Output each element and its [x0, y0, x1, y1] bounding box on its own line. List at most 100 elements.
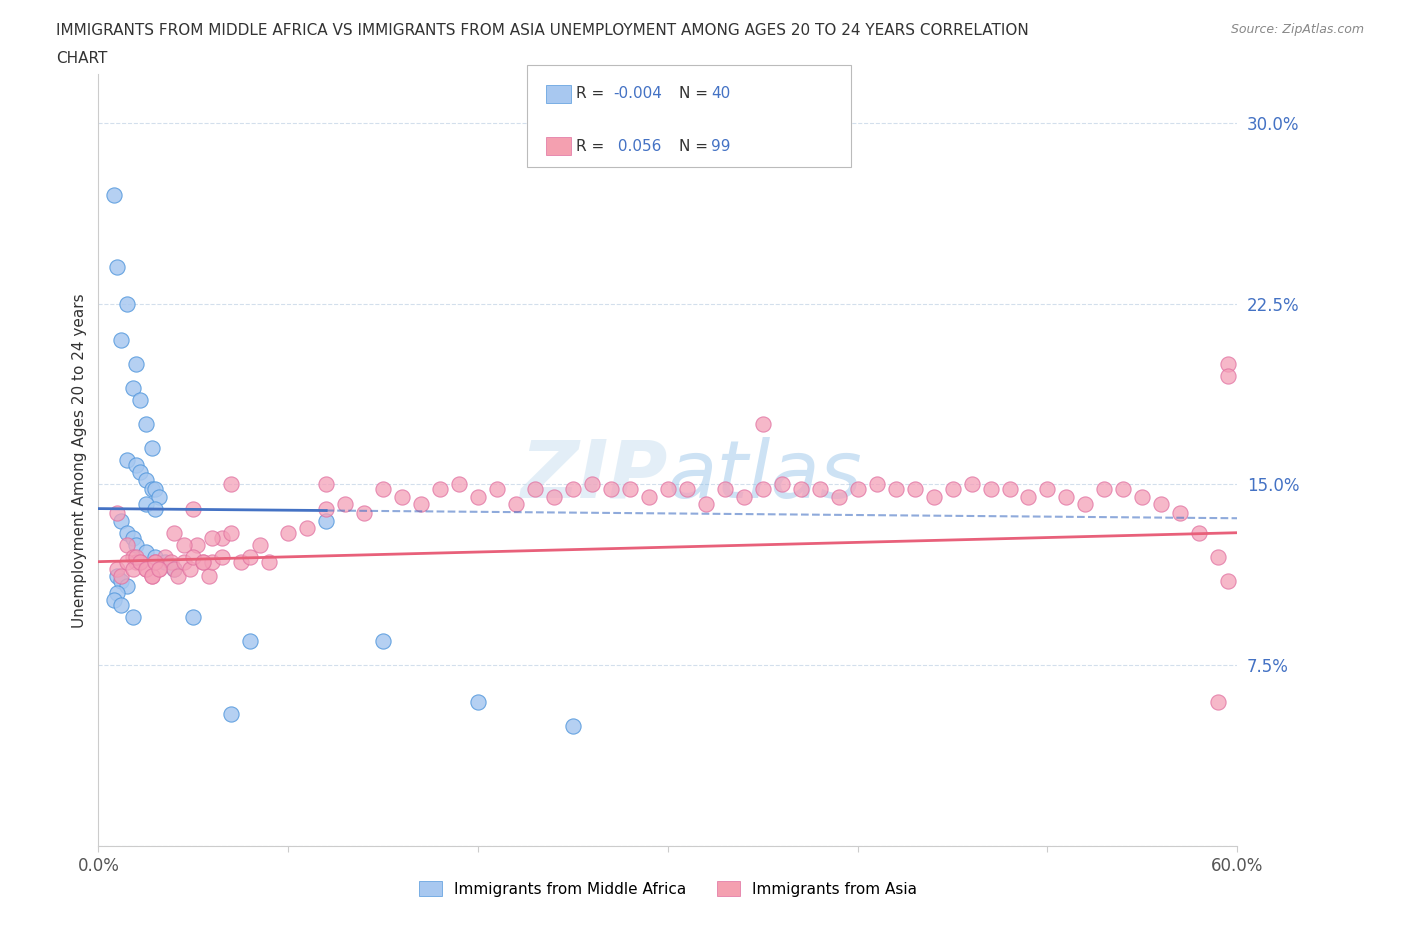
- Point: [163, 525, 186, 540]
- Text: Source: ZipAtlas.com: Source: ZipAtlas.com: [1230, 23, 1364, 36]
- Point: [249, 538, 271, 552]
- Point: [1216, 574, 1239, 589]
- Y-axis label: Unemployment Among Ages 20 to 24 years: Unemployment Among Ages 20 to 24 years: [72, 293, 87, 628]
- Text: -0.004: -0.004: [613, 86, 662, 101]
- Point: [770, 477, 793, 492]
- Text: R =: R =: [576, 86, 610, 101]
- Point: [103, 592, 125, 607]
- Point: [229, 554, 252, 569]
- Point: [135, 562, 157, 577]
- Point: [167, 568, 190, 584]
- Point: [135, 545, 157, 560]
- Point: [186, 538, 208, 552]
- Point: [201, 530, 224, 545]
- Point: [110, 574, 132, 589]
- Point: [1208, 694, 1230, 709]
- Point: [121, 380, 143, 395]
- Point: [125, 356, 148, 371]
- Point: [183, 550, 205, 565]
- Point: [315, 501, 337, 516]
- Point: [115, 525, 138, 540]
- Text: IMMIGRANTS FROM MIDDLE AFRICA VS IMMIGRANTS FROM ASIA UNEMPLOYMENT AMONG AGES 20: IMMIGRANTS FROM MIDDLE AFRICA VS IMMIGRA…: [56, 23, 1029, 38]
- Point: [1170, 506, 1192, 521]
- Point: [110, 513, 132, 528]
- Point: [135, 472, 157, 487]
- Point: [371, 482, 394, 497]
- Point: [619, 482, 641, 497]
- Point: [562, 718, 585, 733]
- Point: [353, 506, 375, 521]
- Point: [107, 586, 129, 601]
- Point: [135, 497, 157, 512]
- Point: [163, 562, 186, 577]
- Point: [115, 578, 138, 593]
- Point: [179, 562, 201, 577]
- Point: [129, 392, 152, 407]
- Point: [141, 482, 163, 497]
- Point: [411, 497, 433, 512]
- Point: [141, 568, 163, 584]
- Point: [828, 489, 851, 504]
- Point: [239, 634, 262, 649]
- Point: [1094, 482, 1116, 497]
- Point: [239, 550, 262, 565]
- Point: [543, 489, 565, 504]
- Point: [1074, 497, 1097, 512]
- Point: [115, 453, 138, 468]
- Point: [259, 554, 281, 569]
- Point: [733, 489, 755, 504]
- Point: [505, 497, 527, 512]
- Point: [846, 482, 869, 497]
- Point: [449, 477, 471, 492]
- Point: [121, 562, 143, 577]
- Point: [141, 568, 163, 584]
- Point: [277, 525, 299, 540]
- Point: [107, 260, 129, 275]
- Point: [121, 530, 143, 545]
- Text: N =: N =: [679, 86, 713, 101]
- Point: [486, 482, 509, 497]
- Point: [115, 538, 138, 552]
- Point: [221, 706, 243, 721]
- Point: [107, 568, 129, 584]
- Point: [148, 489, 170, 504]
- Point: [714, 482, 737, 497]
- Point: [148, 562, 170, 577]
- Point: [129, 465, 152, 480]
- Point: [197, 568, 219, 584]
- Point: [391, 489, 413, 504]
- Point: [315, 513, 337, 528]
- Point: [1018, 489, 1040, 504]
- Point: [600, 482, 623, 497]
- Point: [1056, 489, 1078, 504]
- Point: [173, 554, 195, 569]
- Point: [467, 489, 489, 504]
- Point: [145, 550, 167, 565]
- Point: [1188, 525, 1211, 540]
- Point: [153, 550, 176, 565]
- Point: [752, 482, 775, 497]
- Legend: Immigrants from Middle Africa, Immigrants from Asia: Immigrants from Middle Africa, Immigrant…: [419, 881, 917, 897]
- Point: [211, 530, 233, 545]
- Text: R =: R =: [576, 139, 610, 153]
- Point: [115, 296, 138, 311]
- Point: [315, 477, 337, 492]
- Point: [107, 506, 129, 521]
- Point: [297, 521, 319, 536]
- Point: [866, 477, 889, 492]
- Point: [1150, 497, 1173, 512]
- Point: [1208, 550, 1230, 565]
- Point: [1216, 356, 1239, 371]
- Point: [211, 550, 233, 565]
- Point: [429, 482, 451, 497]
- Point: [998, 482, 1021, 497]
- Point: [121, 550, 143, 565]
- Point: [221, 525, 243, 540]
- Point: [942, 482, 965, 497]
- Point: [110, 568, 132, 584]
- Point: [145, 554, 167, 569]
- Point: [107, 562, 129, 577]
- Point: [135, 562, 157, 577]
- Text: 40: 40: [711, 86, 731, 101]
- Point: [1132, 489, 1154, 504]
